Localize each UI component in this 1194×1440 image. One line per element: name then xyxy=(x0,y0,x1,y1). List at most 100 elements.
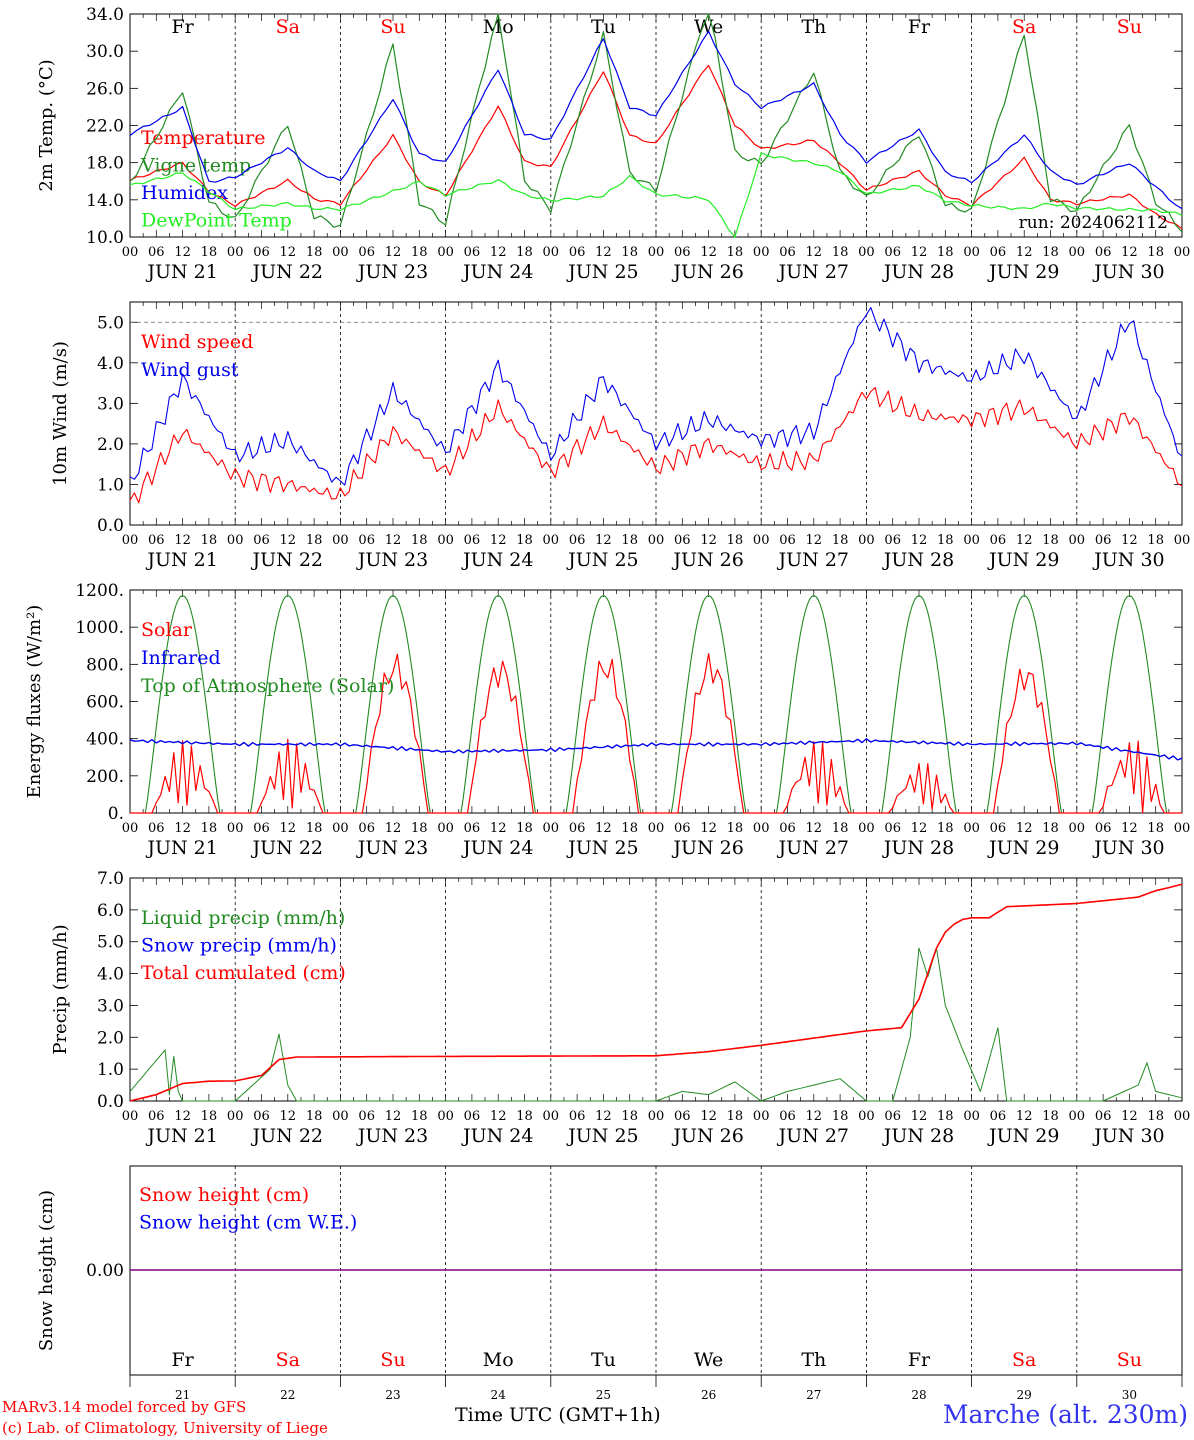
date-tick-label: JUN 23 xyxy=(356,837,428,859)
date-tick-label: JUN 28 xyxy=(882,837,954,859)
wind-series-line xyxy=(129,386,1183,504)
hour-tick-label: 18 xyxy=(727,1109,744,1124)
hour-tick-label: 18 xyxy=(516,1109,533,1124)
temperature-series-line xyxy=(129,30,1183,210)
hour-tick-label: 06 xyxy=(884,1109,901,1124)
hour-tick-label: 00 xyxy=(858,1109,875,1124)
hour-tick-label: 18 xyxy=(1042,1109,1059,1124)
date-tick-label: JUN 29 xyxy=(987,837,1059,859)
hour-tick-label: 06 xyxy=(884,245,901,260)
date-tick-label: JUN 21 xyxy=(145,261,217,283)
hour-tick-label: 18 xyxy=(727,245,744,260)
weekday-label: Mo xyxy=(483,16,514,38)
date-tick-label: JUN 22 xyxy=(251,549,323,571)
date-tick-label: JUN 24 xyxy=(461,1125,533,1147)
wind-series-line xyxy=(129,306,1183,486)
day-number-label: 26 xyxy=(701,1388,716,1402)
hour-tick-label: 06 xyxy=(253,821,270,836)
hour-tick-label: 00 xyxy=(858,821,875,836)
hour-tick-label: 06 xyxy=(1095,1109,1112,1124)
hour-tick-label: 06 xyxy=(1095,533,1112,548)
y-tick-label: 0. xyxy=(108,804,124,824)
hour-tick-label: 18 xyxy=(1042,533,1059,548)
y-tick-label: 0.00 xyxy=(86,1261,124,1281)
hour-tick-label: 12 xyxy=(700,533,717,548)
date-tick-label: JUN 24 xyxy=(461,549,533,571)
hour-tick-label: 06 xyxy=(779,533,796,548)
weekday-label: We xyxy=(694,1349,723,1371)
hour-tick-label: 12 xyxy=(280,821,297,836)
y-tick-label: 34.0 xyxy=(86,5,124,25)
date-tick-label: JUN 25 xyxy=(566,261,638,283)
weekday-label: We xyxy=(694,16,723,38)
y-tick-label: 1000. xyxy=(75,618,124,638)
station-name: Marche (alt. 230m) xyxy=(942,1400,1188,1429)
hour-tick-label: 18 xyxy=(306,821,323,836)
hour-tick-label: 06 xyxy=(674,821,691,836)
hour-tick-label: 00 xyxy=(227,821,244,836)
hour-tick-label: 06 xyxy=(674,245,691,260)
hour-tick-label: 12 xyxy=(1121,245,1138,260)
legend-entry: Total cumulated (cm) xyxy=(141,962,346,984)
hour-tick-label: 12 xyxy=(1016,1109,1033,1124)
y-tick-label: 6.0 xyxy=(97,901,124,921)
date-tick-label: JUN 30 xyxy=(1092,261,1164,283)
weekday-label: Mo xyxy=(483,1349,514,1371)
date-tick-label: JUN 25 xyxy=(566,837,638,859)
date-tick-label: JUN 26 xyxy=(671,837,743,859)
hour-tick-label: 00 xyxy=(227,1109,244,1124)
hour-tick-label: 12 xyxy=(806,245,823,260)
hour-tick-label: 18 xyxy=(1042,245,1059,260)
y-tick-label: 1.0 xyxy=(97,475,124,495)
hour-tick-label: 00 xyxy=(332,1109,349,1124)
hour-tick-label: 06 xyxy=(148,821,165,836)
weekday-label: Su xyxy=(380,1349,405,1371)
day-number-label: 23 xyxy=(385,1388,400,1402)
hour-tick-label: 12 xyxy=(1016,245,1033,260)
y-tick-label: 600. xyxy=(86,693,124,713)
temperature-series-line xyxy=(129,13,1183,233)
hour-tick-label: 00 xyxy=(753,245,770,260)
hour-tick-label: 06 xyxy=(674,1109,691,1124)
hour-tick-label: 06 xyxy=(569,245,586,260)
hour-tick-label: 06 xyxy=(358,533,375,548)
cumulated-precip-line xyxy=(129,883,1183,1102)
hour-tick-label: 18 xyxy=(411,1109,428,1124)
hour-tick-label: 00 xyxy=(1069,1109,1086,1124)
hour-tick-label: 06 xyxy=(779,245,796,260)
hour-tick-label: 00 xyxy=(753,1109,770,1124)
hour-tick-label: 00 xyxy=(122,533,139,548)
weekday-label: Sa xyxy=(1012,16,1036,38)
hour-tick-label: 12 xyxy=(280,533,297,548)
legend-entry: Wind speed xyxy=(141,331,253,353)
legend-entry: Snow height (cm W.E.) xyxy=(139,1212,357,1234)
date-tick-label: JUN 21 xyxy=(145,549,217,571)
hour-tick-label: 18 xyxy=(411,821,428,836)
hour-tick-label: 06 xyxy=(1095,821,1112,836)
date-tick-label: JUN 30 xyxy=(1092,549,1164,571)
hour-tick-label: 00 xyxy=(227,533,244,548)
run-label: run: 2024062112 xyxy=(1019,213,1168,233)
hour-tick-label: 00 xyxy=(963,245,980,260)
legend-entry: Snow precip (mm/h) xyxy=(141,935,337,957)
hour-tick-label: 18 xyxy=(516,245,533,260)
hour-tick-label: 12 xyxy=(174,1109,191,1124)
legend-entry: Vigne temp xyxy=(140,155,251,177)
hour-tick-label: 00 xyxy=(332,245,349,260)
weekday-label: Su xyxy=(1117,16,1142,38)
hour-tick-label: 18 xyxy=(832,1109,849,1124)
hour-tick-label: 12 xyxy=(385,245,402,260)
credit-line-lab: (c) Lab. of Climatology, University of L… xyxy=(2,1419,328,1437)
y-axis-label: Precip (mm/h) xyxy=(50,924,71,1054)
hour-tick-label: 06 xyxy=(569,821,586,836)
hour-tick-label: 06 xyxy=(674,533,691,548)
hour-tick-label: 06 xyxy=(148,533,165,548)
hour-tick-label: 06 xyxy=(1095,245,1112,260)
date-tick-label: JUN 25 xyxy=(566,1125,638,1147)
weekday-label: Su xyxy=(1117,1349,1142,1371)
hour-tick-label: 06 xyxy=(358,821,375,836)
hour-tick-label: 00 xyxy=(1174,821,1191,836)
legend-entry: Temperature xyxy=(141,127,265,149)
legend-entry: Liquid precip (mm/h) xyxy=(141,907,345,929)
